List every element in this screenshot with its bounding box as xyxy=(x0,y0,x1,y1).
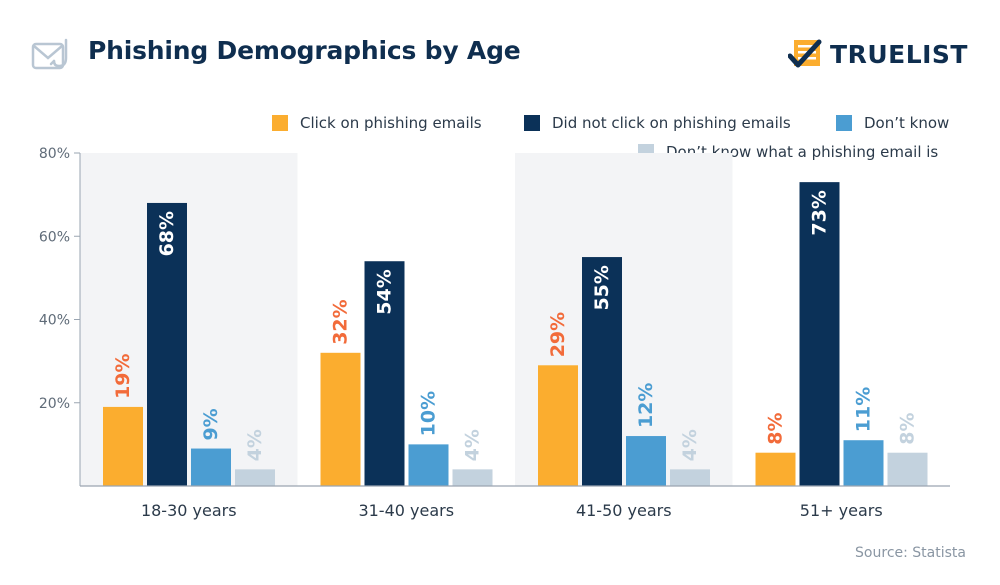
bar-value-label: 32% xyxy=(330,299,352,344)
brand-logo: TRUELIST xyxy=(788,36,968,72)
checklist-check-icon xyxy=(788,39,822,68)
legend-item-dont-know: Don’t know xyxy=(836,114,949,132)
bar xyxy=(103,406,143,486)
legend-swatch-not-click xyxy=(524,115,540,131)
legend-label-click: Click on phishing emails xyxy=(300,114,482,132)
bar-value-label: 73% xyxy=(809,190,831,235)
y-tick-label: 80% xyxy=(39,146,70,162)
legend-item-click: Click on phishing emails xyxy=(272,114,482,132)
bar-value-label: 9% xyxy=(200,408,222,440)
bar xyxy=(452,469,493,486)
legend-label-dont-know-what: Don’t know what a phishing email is xyxy=(666,143,939,161)
bar xyxy=(538,365,578,486)
bar xyxy=(755,452,796,486)
legend-item-not-click: Did not click on phishing emails xyxy=(524,114,791,132)
y-tick-label: 20% xyxy=(39,396,70,412)
y-tick-label: 40% xyxy=(39,313,70,329)
bar-value-label: 55% xyxy=(591,265,613,310)
bar-value-label: 10% xyxy=(418,391,440,436)
x-category-label: 41-50 years xyxy=(576,501,672,520)
x-category-label: 18-30 years xyxy=(141,501,237,520)
bar-value-label: 8% xyxy=(765,412,787,444)
bar xyxy=(799,182,840,486)
bar-value-label: 54% xyxy=(374,269,396,314)
bar-value-label: 19% xyxy=(112,353,134,398)
bar-value-label: 29% xyxy=(547,312,569,357)
bar-value-label: 4% xyxy=(679,429,701,461)
bar-value-label: 11% xyxy=(853,387,875,432)
bar-value-label: 68% xyxy=(156,211,178,256)
brand-name: TRUELIST xyxy=(830,39,968,69)
bar xyxy=(843,440,884,486)
bar xyxy=(670,469,710,486)
bar-value-label: 4% xyxy=(244,429,266,461)
legend-swatch-click xyxy=(272,115,288,131)
bar-value-label: 12% xyxy=(635,383,657,428)
page-title: Phishing Demographics by Age xyxy=(88,36,521,65)
bar xyxy=(235,469,275,486)
x-category-label: 51+ years xyxy=(800,501,883,520)
bar-value-label: 4% xyxy=(462,429,484,461)
bar xyxy=(147,202,187,486)
source-note: Source: Statista xyxy=(855,545,966,561)
phishing-envelope-hook-icon xyxy=(31,38,68,70)
legend-label-not-click: Did not click on phishing emails xyxy=(552,114,791,132)
legend-swatch-dont-know xyxy=(836,115,852,131)
bar xyxy=(626,436,666,486)
bar xyxy=(408,444,449,486)
bar xyxy=(582,257,622,486)
y-tick-label: 60% xyxy=(39,229,70,245)
bar xyxy=(320,352,361,486)
bar xyxy=(364,261,405,486)
bar xyxy=(191,448,231,486)
bar xyxy=(887,452,928,486)
x-category-label: 31-40 years xyxy=(358,501,454,520)
bar-value-label: 8% xyxy=(897,412,919,444)
legend-label-dont-know: Don’t know xyxy=(864,114,950,132)
